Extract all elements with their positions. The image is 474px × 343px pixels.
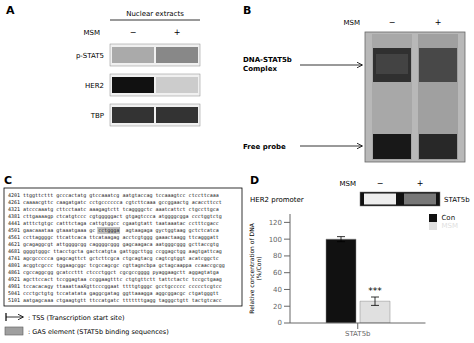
svg-text:***: *** — [368, 286, 382, 296]
svg-text:5101 aatgagcaaa ctgaagtgtt ttc: 5101 aatgagcaaa ctgaagtgtt ttccatgatc tt… — [8, 297, 222, 304]
svg-text:−: − — [130, 28, 137, 37]
svg-text:HER2: HER2 — [85, 82, 104, 90]
svg-text:MSM: MSM — [83, 29, 100, 37]
svg-text:p-STAT5: p-STAT5 — [76, 52, 104, 60]
svg-text:: TSS (Transcription start sit: : TSS (Transcription start site) — [28, 314, 124, 322]
svg-text:4381 cttgaaaagp ctcatgtccc cgt: 4381 cttgaaaagp ctcatgtccc cgtgggggact g… — [8, 213, 222, 220]
svg-text:60: 60 — [273, 269, 282, 277]
svg-text:Free probe: Free probe — [243, 143, 286, 151]
svg-text:4741 agcgccccca gagcagttct gct: 4741 agcgccccca gagcagttct gctcttcgca ct… — [8, 255, 219, 262]
svg-text:−: − — [389, 18, 396, 27]
svg-text:A: A — [8, 4, 15, 17]
svg-text:STAT5b: STAT5b — [345, 330, 371, 338]
html-text:Con: Con — [441, 214, 456, 222]
svg-text:B: B — [243, 4, 251, 17]
svg-text:HER2 promoter: HER2 promoter — [250, 196, 304, 204]
svg-text:STAT5b: STAT5b — [444, 196, 466, 204]
svg-text:5041 ccctgctgtg tccatatata gag: 5041 ccctgctgtg tccatatata gaggcgatag gg… — [8, 290, 219, 297]
svg-text:C: C — [8, 174, 12, 187]
html-text:MSM: MSM — [441, 222, 458, 231]
svg-text:0: 0 — [278, 319, 282, 327]
svg-text:MSM: MSM — [339, 180, 356, 188]
svg-text:4441 atttctgtgc catttctaga cat: 4441 atttctgtgc catttctaga cattgtggcc cg… — [8, 220, 219, 227]
svg-text:4321 atcccaaatg cttcctaatc aaa: 4321 atcccaaatg cttcctaatc aaagagtctt tc… — [8, 206, 219, 213]
svg-text:120: 120 — [269, 219, 282, 227]
svg-text:4261 caaaacgttc caagatgatc cct: 4261 caaaacgttc caagatgatc cctgcccccca c… — [8, 199, 222, 206]
svg-text:4501 gaacaaataa gtaaatgaaa gc: 4501 gaacaaataa gtaaatgaaa gc cctggga ag… — [8, 227, 219, 234]
svg-text:D: D — [250, 174, 259, 187]
svg-text:100: 100 — [269, 236, 282, 244]
svg-text:4681 ggggtgggc ttacctgcta gact: 4681 ggggtgggc ttacctgcta gactcatgta gat… — [8, 248, 222, 255]
svg-text:4201 ttggttcttt gcccactatg gtc: 4201 ttggttcttt gcccactatg gtccaaatcg aa… — [8, 192, 219, 199]
svg-text:MSM: MSM — [343, 19, 360, 27]
svg-text:40: 40 — [273, 286, 282, 294]
svg-text:+: + — [435, 18, 442, 27]
svg-text:4861 cgccaggcgg gcatccttt ctcc: 4861 cgccaggcgg gcatccttt ctccctggct cgc… — [8, 269, 219, 276]
svg-text:20: 20 — [273, 303, 282, 311]
svg-text:DNA-STAT5b: DNA-STAT5b — [243, 56, 292, 64]
svg-text:4981 tccacacagy ttaaattaaXgttc: 4981 tccacacagy ttaaattaaXgttcccggaat tt… — [8, 283, 222, 290]
svg-text:+: + — [174, 28, 181, 37]
svg-text:: GAS element (STAT5b binding: : GAS element (STAT5b binding sequences) — [28, 328, 169, 336]
svg-text:Relative concentration of DNA: Relative concentration of DNA — [248, 222, 255, 313]
svg-text:4921 agcttccact tccggagtaa ccg: 4921 agcttccact tccggagtaa ccggaagtttc c… — [8, 276, 222, 283]
svg-text:+: + — [417, 179, 424, 188]
svg-text:Nuclear extracts: Nuclear extracts — [126, 10, 184, 18]
svg-text:−: − — [377, 179, 384, 188]
svg-text:4561 ccttaggggc ttcattcaca ttc: 4561 ccttaggggc ttcattcaca ttcataagag ac… — [8, 234, 219, 241]
svg-text:4621 gcagaggcgt attggggcgg cag: 4621 gcagaggcgt attggggcgg caggggcggg ga… — [8, 241, 219, 248]
svg-text:Complex: Complex — [243, 65, 277, 73]
svg-text:TBP: TBP — [90, 112, 104, 120]
svg-text:(%/Con): (%/Con) — [255, 256, 262, 280]
svg-text:80: 80 — [273, 252, 282, 260]
svg-text:4801 acggtcgccc tggaagcggc tcg: 4801 acggtcgccc tggaagcggc tcgccagcgc cg… — [8, 262, 225, 269]
